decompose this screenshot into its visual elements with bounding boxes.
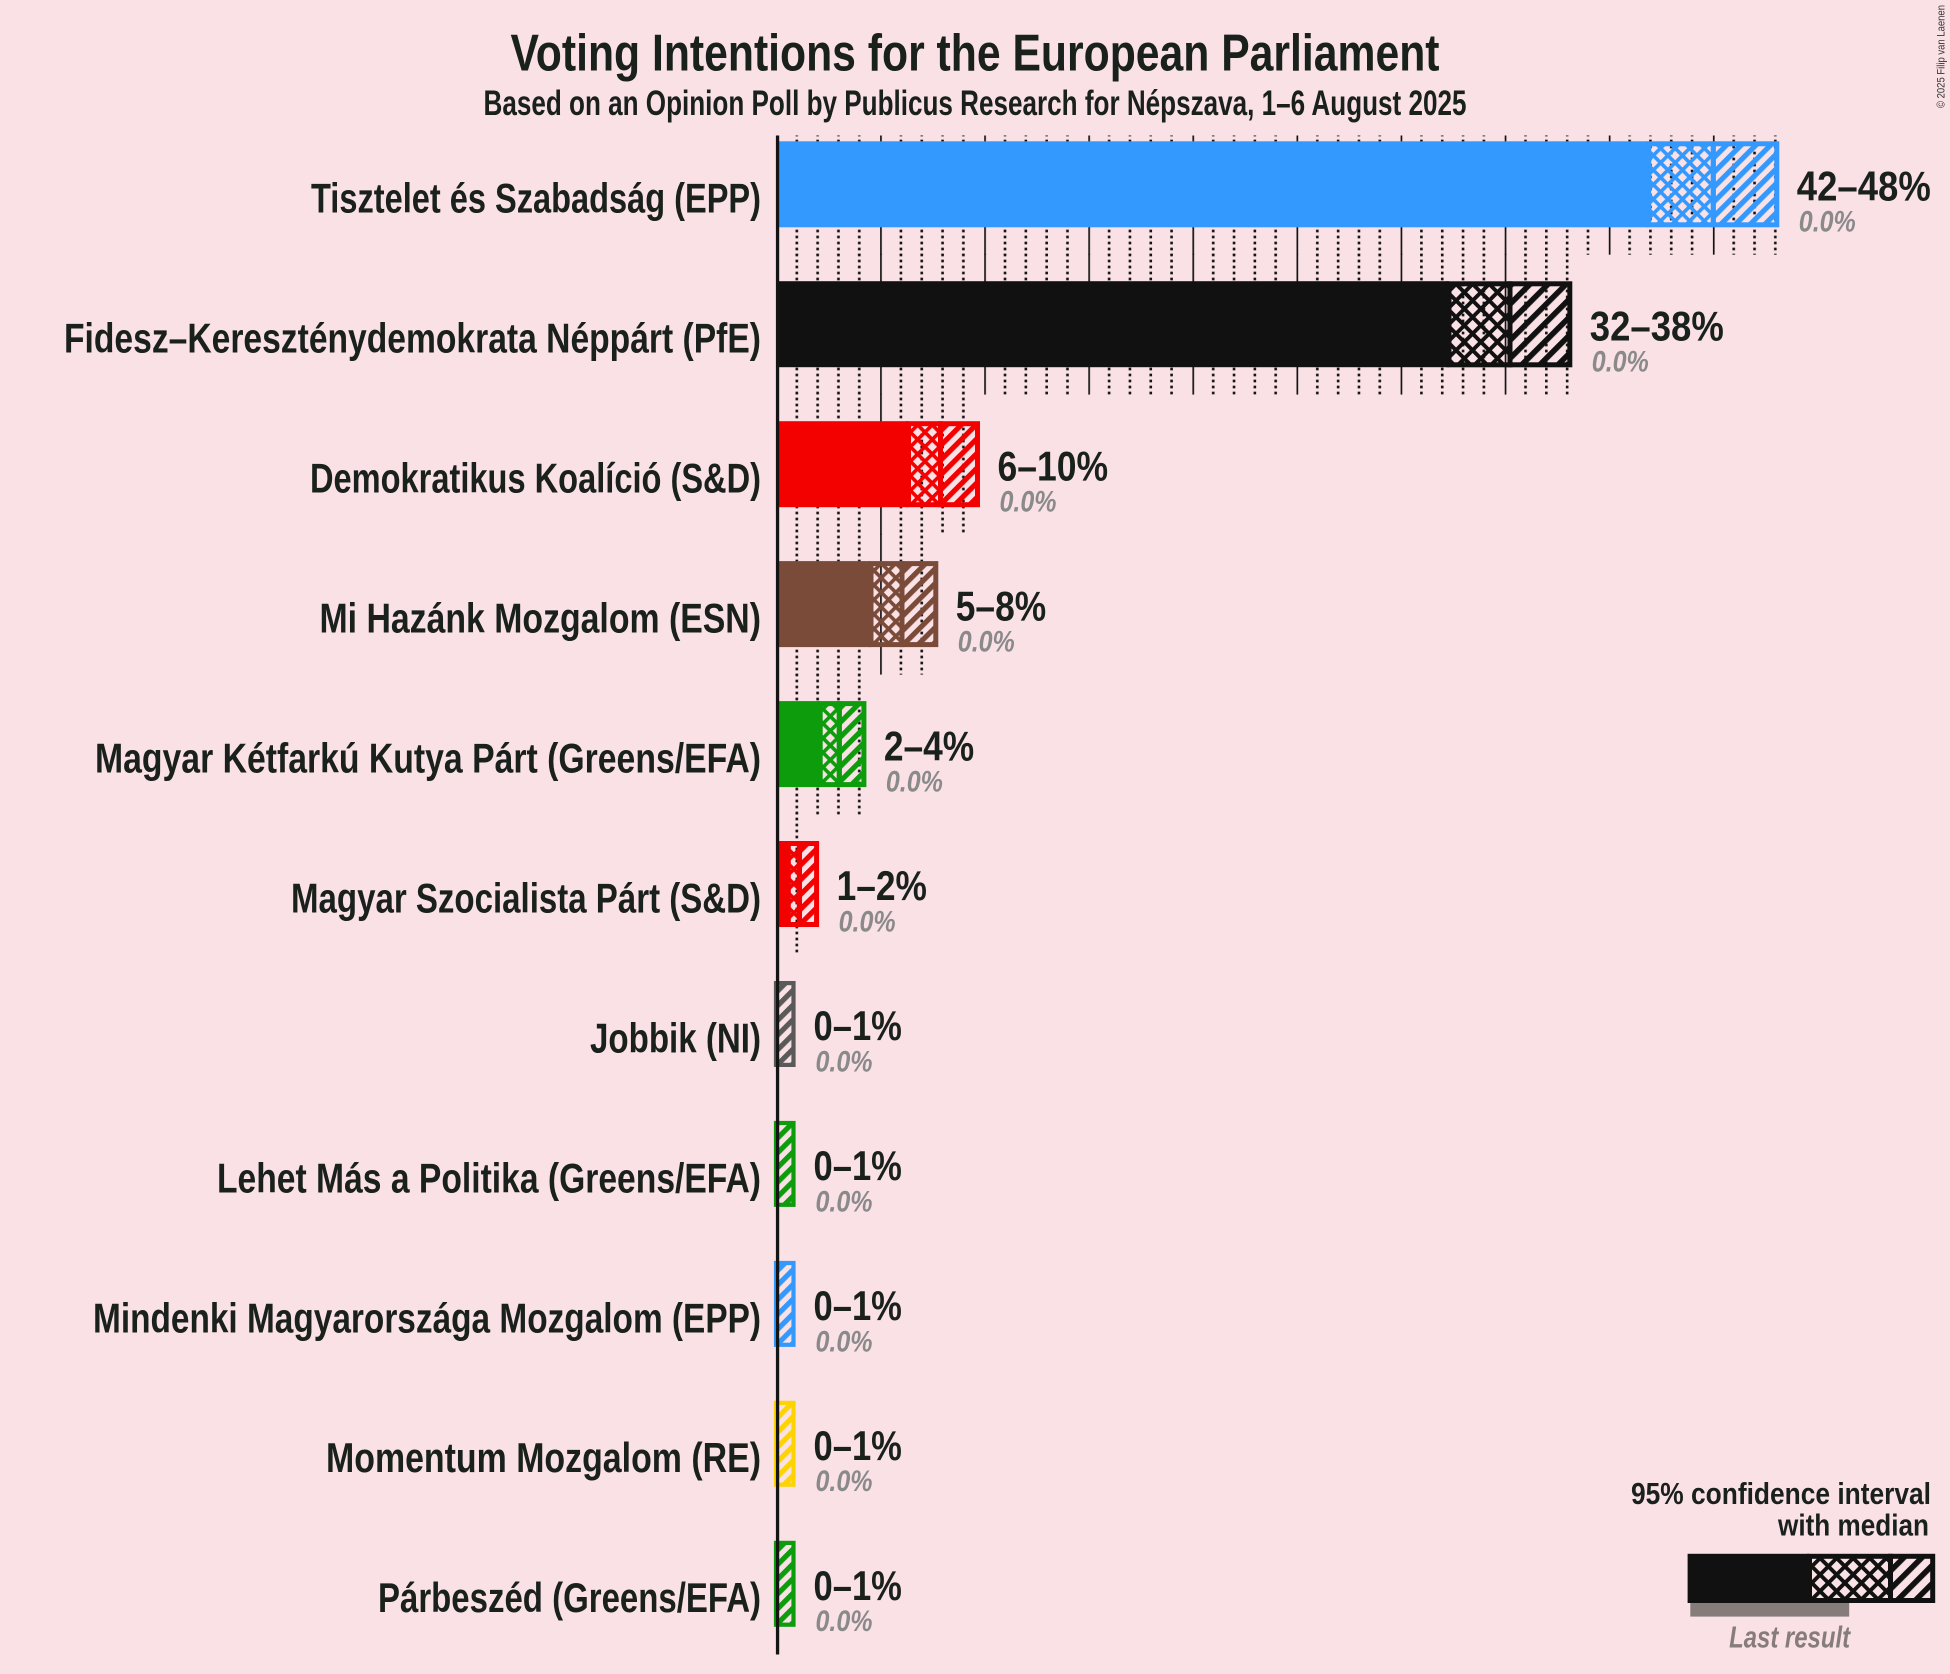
svg-text:Lehet Más a Politika (Greens/E: Lehet Más a Politika (Greens/EFA)	[217, 1154, 761, 1201]
svg-text:Demokratikus Koalíció (S&D): Demokratikus Koalíció (S&D)	[310, 455, 761, 502]
svg-text:0.0%: 0.0%	[816, 1045, 873, 1078]
svg-text:Magyar Kétfarkú Kutya Párt (Gr: Magyar Kétfarkú Kutya Párt (Greens/EFA)	[95, 735, 761, 782]
svg-text:Párbeszéd (Greens/EFA): Párbeszéd (Greens/EFA)	[378, 1574, 761, 1621]
svg-text:2–4%: 2–4%	[884, 722, 974, 769]
svg-text:0.0%: 0.0%	[886, 766, 943, 799]
svg-text:Mindenki Magyarországa Mozgalo: Mindenki Magyarországa Mozgalom (EPP)	[93, 1294, 761, 1341]
svg-text:with median: with median	[1777, 1508, 1929, 1543]
svg-text:0–1%: 0–1%	[814, 1282, 902, 1329]
svg-text:0.0%: 0.0%	[1799, 206, 1856, 239]
svg-text:0.0%: 0.0%	[1592, 346, 1649, 379]
svg-text:Tisztelet és Szabadság (EPP): Tisztelet és Szabadság (EPP)	[311, 175, 761, 222]
svg-text:0.0%: 0.0%	[958, 626, 1015, 659]
svg-text:Jobbik (NI): Jobbik (NI)	[590, 1014, 761, 1061]
svg-text:© 2025 Filip van Laenen: © 2025 Filip van Laenen	[1936, 5, 1948, 108]
svg-text:0–1%: 0–1%	[814, 1562, 902, 1609]
svg-text:0–1%: 0–1%	[814, 1142, 902, 1189]
svg-text:0.0%: 0.0%	[816, 1605, 873, 1638]
svg-text:0–1%: 0–1%	[814, 1422, 902, 1469]
svg-text:1–2%: 1–2%	[837, 862, 927, 909]
svg-text:0.0%: 0.0%	[1000, 486, 1057, 519]
svg-text:Based on an Opinion Poll by Pu: Based on an Opinion Poll by Publicus Res…	[484, 84, 1467, 123]
svg-text:6–10%: 6–10%	[998, 442, 1109, 489]
svg-text:0–1%: 0–1%	[814, 1002, 902, 1049]
svg-text:5–8%: 5–8%	[956, 582, 1046, 629]
svg-text:Mi Hazánk Mozgalom (ESN): Mi Hazánk Mozgalom (ESN)	[320, 595, 762, 642]
svg-text:0.0%: 0.0%	[816, 1185, 873, 1218]
svg-text:0.0%: 0.0%	[839, 905, 896, 938]
svg-text:0.0%: 0.0%	[816, 1465, 873, 1498]
svg-text:Last result: Last result	[1729, 1620, 1851, 1655]
svg-text:Momentum Mozgalom (RE): Momentum Mozgalom (RE)	[326, 1434, 761, 1481]
svg-text:95% confidence interval: 95% confidence interval	[1631, 1476, 1931, 1511]
svg-text:32–38%: 32–38%	[1590, 302, 1724, 349]
svg-text:Magyar Szocialista Párt (S&D): Magyar Szocialista Párt (S&D)	[291, 874, 761, 921]
svg-text:0.0%: 0.0%	[816, 1325, 873, 1358]
svg-text:42–48%: 42–48%	[1797, 163, 1931, 210]
svg-text:Voting Intentions for the Euro: Voting Intentions for the European Parli…	[511, 24, 1440, 82]
svg-text:Fidesz–Kereszténydemokrata Nép: Fidesz–Kereszténydemokrata Néppárt (PfE)	[64, 315, 761, 362]
